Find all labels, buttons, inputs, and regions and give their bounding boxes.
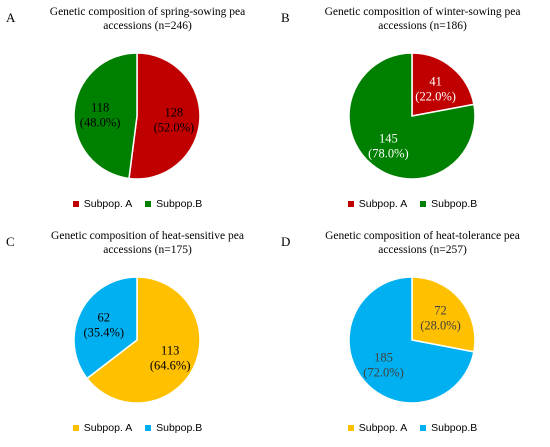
legend-label: Subpop. A	[358, 422, 408, 434]
chart-title: Genetic composition of heat-tolerance pe…	[315, 229, 530, 257]
legend-swatch	[72, 201, 79, 207]
pie-slice-subpop-b	[348, 52, 476, 180]
slice-data-label: 62 (35.4%)	[83, 311, 124, 340]
panel-letter: D	[281, 234, 291, 249]
chart-panel-b: B Genetic composition of winter-sowing p…	[275, 0, 550, 223]
pie-chart: 113 (64.6%) 62 (35.4%)	[73, 276, 201, 404]
legend-swatch	[420, 201, 427, 207]
legend-item-subpop-a: Subpop. A	[347, 422, 408, 434]
pie-slice-subpop-a	[85, 276, 201, 404]
chart-title: Genetic composition of spring-sowing pea…	[40, 5, 255, 33]
legend-label: Subpop. A	[83, 422, 133, 434]
legend-label: Subpop.B	[156, 198, 203, 210]
slice-data-label: 128 (52.0%)	[154, 105, 195, 134]
legend-swatch	[145, 425, 152, 431]
legend-item-subpop-b: Subpop.B	[145, 198, 202, 210]
panel-letter: C	[6, 234, 15, 249]
chart-panel-a: A Genetic composition of spring-sowing p…	[0, 0, 275, 223]
chart-panel-c: C Genetic composition of heat-sensitive …	[0, 224, 275, 447]
chart-title-line-2: accessions (n=175)	[103, 244, 192, 256]
pie-chart: 128 (52.0%) 118 (48.0%)	[73, 52, 201, 180]
panel-letter: A	[6, 10, 16, 25]
chart-legend: Subpop. A Subpop.B	[275, 422, 550, 434]
pie-slice-subpop-a	[411, 52, 475, 117]
legend-swatch	[347, 201, 354, 207]
chart-title-line-1: Genetic composition of spring-sowing pea	[49, 6, 246, 18]
legend-label: Subpop. A	[83, 198, 133, 210]
chart-panel-d: D Genetic composition of heat-tolerance …	[275, 224, 550, 447]
chart-title: Genetic composition of winter-sowing pea…	[315, 5, 530, 33]
legend-label: Subpop.B	[156, 422, 203, 434]
chart-legend: Subpop. A Subpop.B	[0, 198, 275, 210]
legend-swatch	[145, 201, 152, 207]
legend-swatch	[72, 425, 79, 431]
legend-swatch	[347, 425, 354, 431]
slice-data-label: 145 (78.0%)	[368, 132, 409, 161]
legend-label: Subpop.B	[431, 198, 478, 210]
pie-slice-subpop-a	[128, 52, 201, 180]
legend-label: Subpop.B	[431, 422, 478, 434]
chart-title-line-2: accessions (n=257)	[378, 244, 467, 256]
chart-title-line-2: accessions (n=246)	[103, 20, 192, 32]
legend-item-subpop-a: Subpop. A	[72, 198, 133, 210]
panel-letter: B	[281, 10, 290, 25]
chart-title: Genetic composition of heat-sensitive pe…	[40, 229, 255, 257]
pie-slice-subpop-b	[348, 276, 475, 404]
legend-item-subpop-b: Subpop.B	[420, 422, 477, 434]
pie-slice-subpop-a	[411, 276, 476, 353]
chart-legend: Subpop. A Subpop.B	[0, 422, 275, 434]
pie-chart: 72 (28.0%) 185 (72.0%)	[348, 276, 476, 404]
chart-title-line-1: Genetic composition of winter-sowing pea	[324, 6, 521, 18]
pie-slice-subpop-b	[73, 52, 138, 180]
slice-data-label: 113 (64.6%)	[150, 343, 191, 372]
pie-chart: 41 (22.0%)145 (78.0%)	[348, 52, 476, 180]
chart-legend: Subpop. A Subpop.B	[275, 198, 550, 210]
chart-title-line-2: accessions (n=186)	[378, 20, 467, 32]
legend-item-subpop-b: Subpop.B	[145, 422, 202, 434]
slice-data-label: 41 (22.0%)	[415, 75, 456, 104]
slice-data-label: 185 (72.0%)	[363, 351, 404, 380]
legend-item-subpop-a: Subpop. A	[347, 198, 408, 210]
pie-slice-subpop-b	[73, 276, 138, 380]
legend-item-subpop-b: Subpop.B	[420, 198, 477, 210]
slice-data-label: 72 (28.0%)	[420, 303, 461, 332]
legend-label: Subpop. A	[358, 198, 408, 210]
chart-title-line-1: Genetic composition of heat-tolerance pe…	[325, 230, 520, 242]
legend-swatch	[420, 425, 427, 431]
legend-item-subpop-a: Subpop. A	[72, 422, 133, 434]
slice-data-label: 118 (48.0%)	[80, 101, 121, 130]
chart-title-line-1: Genetic composition of heat-sensitive pe…	[51, 230, 244, 242]
